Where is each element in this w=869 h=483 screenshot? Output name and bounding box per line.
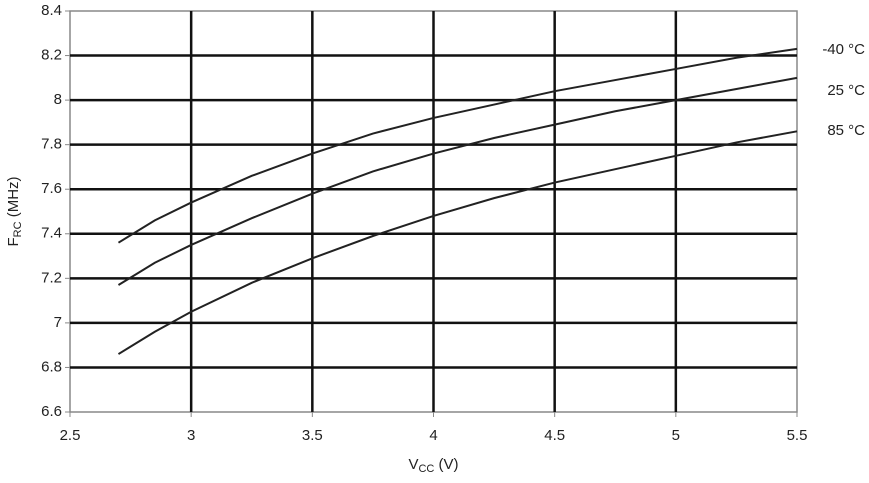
x-tick-label: 5: [672, 427, 680, 444]
y-axis-label: FRC (MHz): [5, 176, 24, 246]
x-axis-label-sub: CC: [418, 463, 434, 475]
legend-label: -40 °C: [822, 41, 865, 58]
series-line: [117, 130, 798, 355]
y-tick-label: 7.2: [41, 269, 62, 286]
x-axis-label: VCC (V): [408, 456, 458, 475]
x-tick-label: 5.5: [787, 427, 808, 444]
y-tick-label: 8.2: [41, 47, 62, 64]
x-tick-label: 3: [187, 427, 195, 444]
y-tick-label: 8.4: [41, 2, 62, 19]
series-line: [117, 47, 798, 244]
x-tick-label: 2.5: [60, 427, 81, 444]
series-line: [117, 76, 798, 286]
y-axis-label-unit: (MHz): [5, 176, 22, 221]
y-tick-label: 7: [54, 314, 62, 331]
y-tick-label: 6.6: [41, 403, 62, 420]
x-tick-label: 3.5: [302, 427, 323, 444]
x-axis-label-unit: (V): [434, 456, 458, 473]
legend-label: 85 °C: [827, 122, 865, 139]
y-tick-label: 8: [54, 91, 62, 108]
y-axis-label-sub: RC: [12, 221, 24, 237]
y-tick-label: 7.6: [41, 180, 62, 197]
x-tick-label: 4: [429, 427, 437, 444]
x-axis-label-main: V: [408, 456, 418, 473]
y-tick-label: 7.8: [41, 136, 62, 153]
x-tick-label: 4.5: [544, 427, 565, 444]
y-axis-label-main: F: [5, 237, 22, 246]
y-tick-label: 6.8: [41, 358, 62, 375]
y-tick-label: 7.4: [41, 225, 62, 242]
legend-label: 25 °C: [827, 82, 865, 99]
